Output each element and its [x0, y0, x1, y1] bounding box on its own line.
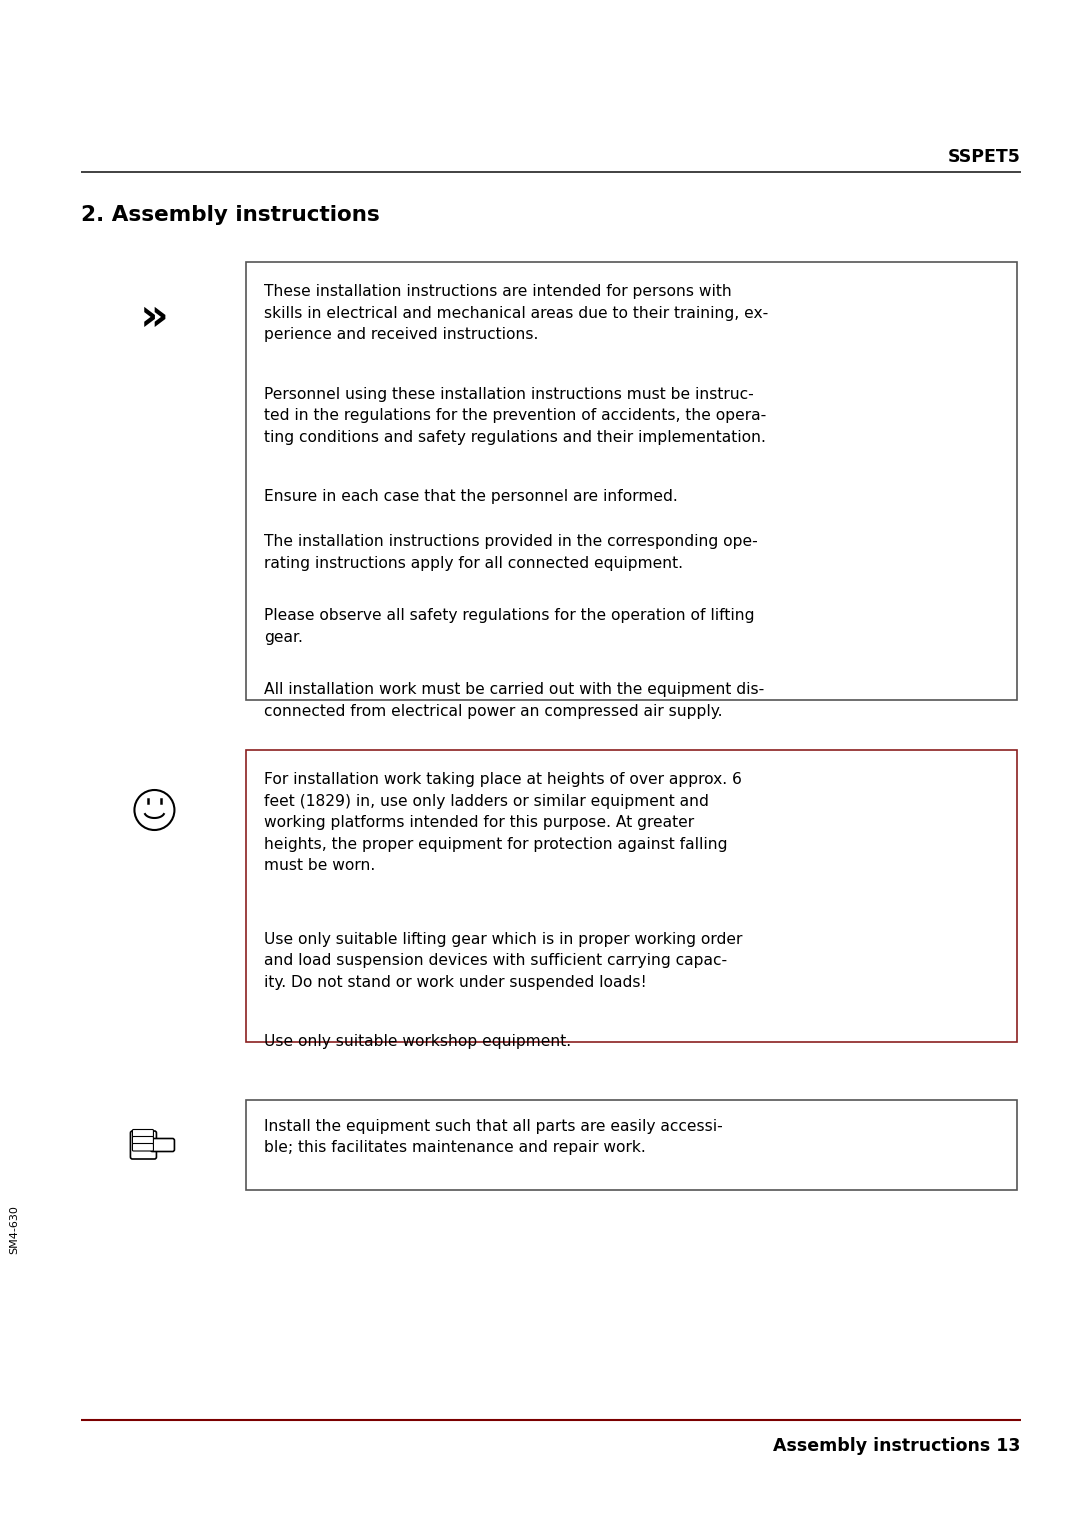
Text: For installation work taking place at heights of over approx. 6
feet (1829) in, : For installation work taking place at he… — [265, 772, 742, 874]
Text: Please observe all safety regulations for the operation of lifting
gear.: Please observe all safety regulations fo… — [265, 608, 755, 645]
FancyBboxPatch shape — [246, 1100, 1017, 1190]
Text: Ensure in each case that the personnel are informed.: Ensure in each case that the personnel a… — [265, 490, 678, 505]
Text: Use only suitable workshop equipment.: Use only suitable workshop equipment. — [265, 1034, 571, 1049]
Text: Personnel using these installation instructions must be instruc-
ted in the regu: Personnel using these installation instr… — [265, 386, 767, 445]
FancyBboxPatch shape — [133, 1136, 153, 1144]
Text: SSPET5: SSPET5 — [948, 148, 1021, 166]
FancyBboxPatch shape — [246, 750, 1017, 1042]
Text: These installation instructions are intended for persons with
skills in electric: These installation instructions are inte… — [265, 284, 769, 342]
FancyBboxPatch shape — [246, 262, 1017, 700]
FancyBboxPatch shape — [133, 1130, 153, 1138]
Text: »: » — [140, 296, 168, 339]
FancyBboxPatch shape — [131, 1132, 157, 1159]
Text: Install the equipment such that all parts are easily accessi-
ble; this facilita: Install the equipment such that all part… — [265, 1118, 723, 1154]
Text: 2. Assembly instructions: 2. Assembly instructions — [81, 204, 380, 226]
Text: The installation instructions provided in the corresponding ope-
rating instruct: The installation instructions provided i… — [265, 534, 758, 570]
Text: SM4-630: SM4-630 — [9, 1206, 19, 1255]
Text: Use only suitable lifting gear which is in proper working order
and load suspens: Use only suitable lifting gear which is … — [265, 932, 743, 990]
FancyBboxPatch shape — [150, 1139, 175, 1151]
FancyBboxPatch shape — [133, 1144, 153, 1151]
Text: All installation work must be carried out with the equipment dis-
connected from: All installation work must be carried ou… — [265, 682, 765, 718]
Text: Assembly instructions 13: Assembly instructions 13 — [773, 1437, 1021, 1455]
